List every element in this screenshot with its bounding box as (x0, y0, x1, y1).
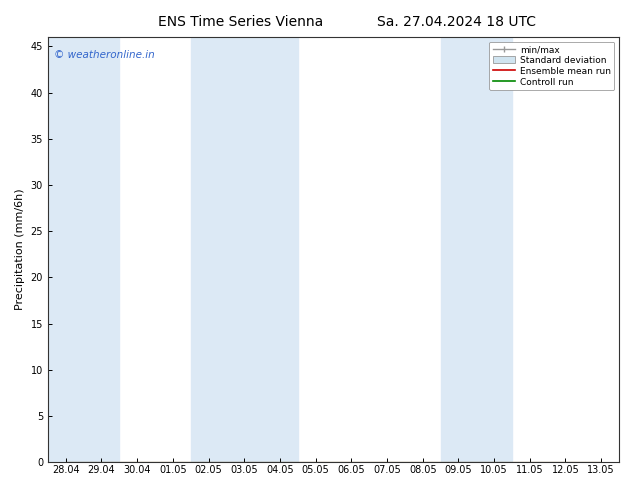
Bar (441, 37, 512, 462)
Text: ENS Time Series Vienna: ENS Time Series Vienna (158, 15, 323, 29)
Bar (191, 37, 298, 462)
Text: Sa. 27.04.2024 18 UTC: Sa. 27.04.2024 18 UTC (377, 15, 536, 29)
Bar (48, 37, 119, 462)
Text: © weatheronline.in: © weatheronline.in (54, 50, 154, 60)
Y-axis label: Precipitation (mm/6h): Precipitation (mm/6h) (15, 189, 25, 311)
Legend: min/max, Standard deviation, Ensemble mean run, Controll run: min/max, Standard deviation, Ensemble me… (489, 42, 614, 90)
